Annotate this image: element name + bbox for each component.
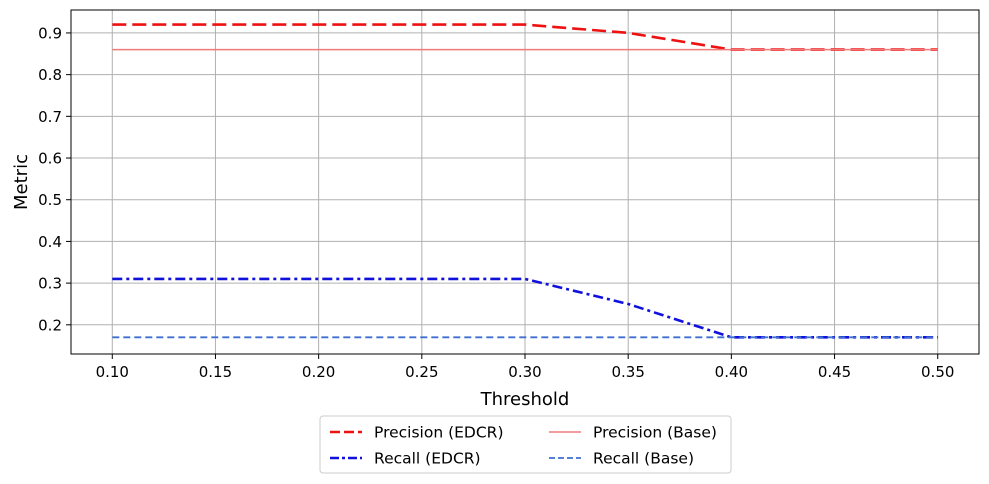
y-axis-label: Metric	[11, 154, 32, 210]
y-tick-label: 0.3	[38, 275, 62, 293]
y-tick-label: 0.8	[38, 66, 62, 84]
series-lines	[112, 23, 938, 339]
x-tick-label: 0.40	[715, 363, 748, 381]
x-axis: 0.10 0.15 0.20 0.25 0.30 0.35 0.40 0.45 0.50	[96, 354, 954, 381]
x-tick-label: 0.20	[302, 363, 335, 381]
x-tick-label: 0.10	[96, 363, 129, 381]
grid-lines	[71, 10, 979, 354]
x-tick-label: 0.35	[611, 363, 644, 381]
x-tick-label: 0.30	[508, 363, 541, 381]
y-tick-label: 0.7	[38, 108, 62, 126]
legend-label-precision-base: Precision (Base)	[593, 424, 717, 442]
x-tick-label: 0.25	[405, 363, 438, 381]
y-tick-label: 0.4	[38, 233, 62, 251]
y-axis: 0.2 0.3 0.4 0.5 0.6 0.7 0.8 0.9	[38, 24, 71, 334]
x-tick-label: 0.15	[199, 363, 232, 381]
x-tick-label: 0.45	[818, 363, 851, 381]
x-tick-label: 0.50	[921, 363, 954, 381]
legend: Precision (EDCR) Recall (EDCR) Precision…	[319, 415, 732, 474]
y-tick-label: 0.9	[38, 24, 62, 42]
legend-label-recall-base: Recall (Base)	[593, 450, 694, 468]
legend-label-precision-edcr: Precision (EDCR)	[374, 424, 504, 442]
y-tick-label: 0.2	[38, 316, 62, 334]
legend-box	[319, 415, 732, 474]
legend-label-recall-edcr: Recall (EDCR)	[374, 450, 481, 468]
y-tick-label: 0.6	[38, 150, 62, 168]
y-tick-label: 0.5	[38, 191, 62, 209]
x-axis-label: Threshold	[480, 389, 570, 410]
